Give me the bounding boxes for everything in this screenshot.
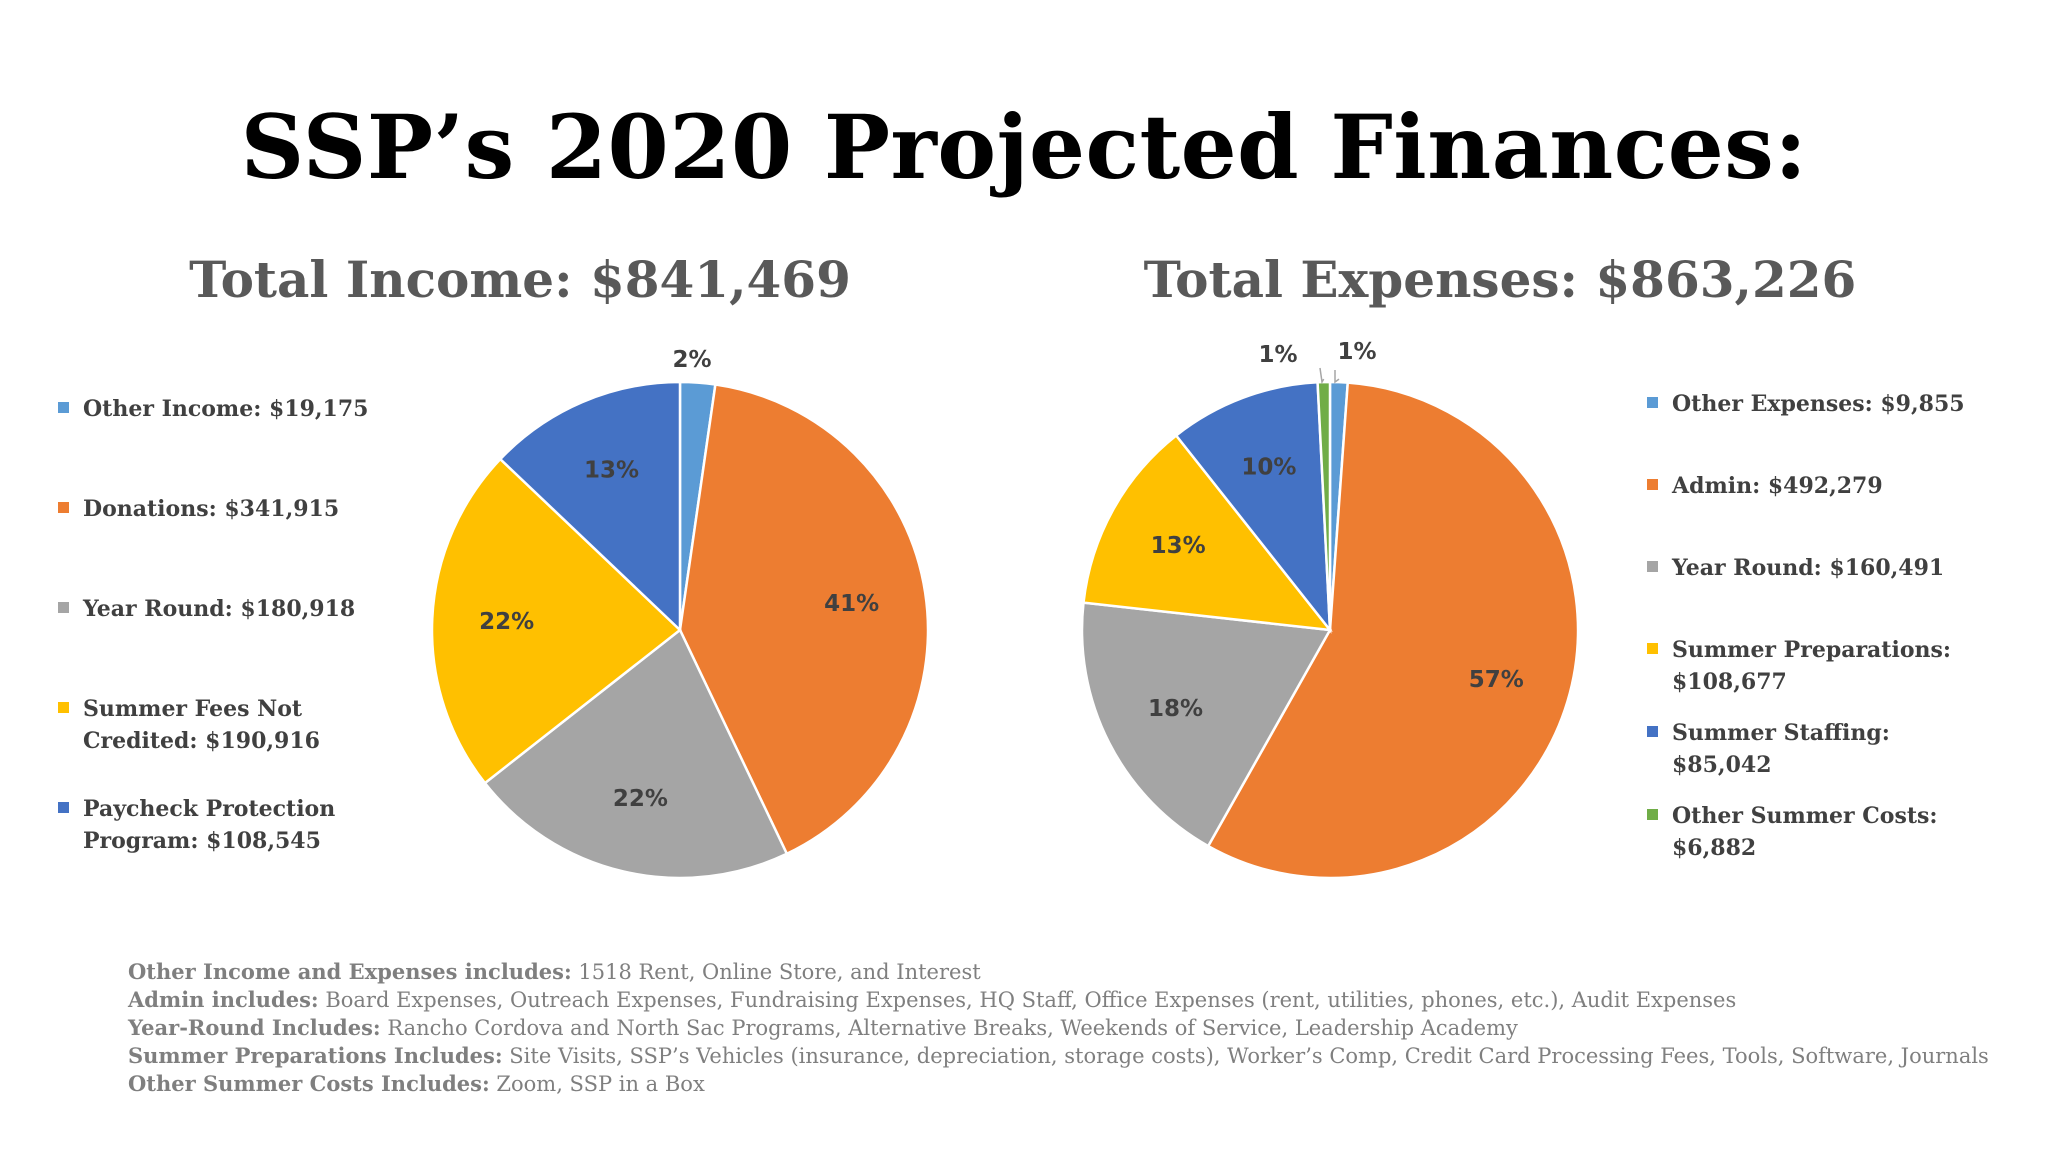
income-chart-title: Total Income: $841,469: [189, 250, 851, 309]
income-legend-item: Summer Fees Not Credited: $190,916: [58, 693, 378, 757]
expense-legend-label: Other Summer Costs: $6,882: [1672, 803, 1938, 861]
expense-leader-line: [1334, 370, 1340, 384]
expense-legend-label: Year Round: $160,491: [1672, 555, 1945, 581]
footnote-text: 1518 Rent, Online Store, and Interest: [571, 960, 981, 984]
income-legend-label: Summer Fees Not Credited: $190,916: [83, 696, 320, 754]
income-slice: [498, 380, 682, 633]
income-legend-swatch: [58, 702, 69, 713]
expense-pct-label: 18%: [1148, 696, 1203, 722]
expense-slice: [1174, 380, 1332, 634]
expense-legend-swatch: [1647, 479, 1658, 490]
footnote-line: Admin includes: Board Expenses, Outreach…: [128, 986, 2008, 1014]
expense-legend-label: Other Expenses: $9,855: [1672, 391, 1965, 417]
expense-legend-item: Year Round: $160,491: [1647, 552, 1967, 584]
income-pct-label: 2%: [672, 347, 711, 373]
footnote-line: Summer Preparations Includes: Site Visit…: [128, 1042, 2008, 1070]
expense-legend-item: Summer Staffing: $85,042: [1647, 717, 1967, 781]
expense-legend-swatch: [1647, 726, 1658, 737]
expense-legend-swatch: [1647, 561, 1658, 572]
footnote-text: Zoom, SSP in a Box: [489, 1072, 705, 1096]
expense-pct-label: 1%: [1258, 342, 1297, 368]
income-legend-item: Donations: $341,915: [58, 493, 378, 525]
expense-pct-label: 10%: [1241, 455, 1296, 481]
expense-legend-swatch: [1647, 397, 1658, 408]
footnote-label: Admin includes:: [128, 987, 319, 1012]
footnote-line: Other Income and Expenses includes: 1518…: [128, 958, 2008, 986]
expense-chart-title: Total Expenses: $863,226: [1143, 250, 1857, 309]
income-pct-label: 22%: [613, 786, 668, 812]
footnote-text: Board Expenses, Outreach Expenses, Fundr…: [318, 988, 1737, 1012]
income-slice: [483, 628, 789, 880]
footnote-line: Year-Round Includes: Rancho Cordova and …: [128, 1014, 2008, 1042]
expense-slice: [1082, 433, 1333, 632]
expense-pct-label: 13%: [1151, 533, 1206, 559]
income-legend-swatch: [58, 402, 69, 413]
expense-pct-label: 1%: [1337, 339, 1376, 365]
income-legend-item: Year Round: $180,918: [58, 593, 378, 625]
expense-legend-item: Other Summer Costs: $6,882: [1647, 800, 1967, 864]
footnote-text: Site Visits, SSP’s Vehicles (insurance, …: [502, 1044, 1989, 1068]
footnote-label: Other Summer Costs Includes:: [128, 1071, 490, 1096]
income-legend-label: Year Round: $180,918: [83, 596, 356, 622]
page-title: SSP’s 2020 Projected Finances:: [240, 95, 1808, 199]
expense-legend-label: Admin: $492,279: [1672, 473, 1883, 499]
income-legend-label: Other Income: $19,175: [83, 396, 369, 422]
income-legend-swatch: [58, 802, 69, 813]
income-legend-item: Paycheck Protection Program: $108,545: [58, 793, 378, 857]
footnote-label: Other Income and Expenses includes:: [128, 959, 572, 984]
income-slice: [678, 383, 930, 856]
income-pct-label: 41%: [824, 591, 879, 617]
income-pct-label: 22%: [479, 609, 534, 635]
expense-legend-label: Summer Staffing: $85,042: [1672, 720, 1890, 778]
expense-legend-item: Other Expenses: $9,855: [1647, 388, 1967, 420]
footnote-label: Summer Preparations Includes:: [128, 1043, 503, 1068]
income-pie-chart: 2% 41% 22% 22% 13%: [430, 347, 930, 880]
income-pct-label: 13%: [584, 457, 639, 483]
income-slice: [430, 457, 682, 785]
expense-legend-swatch: [1647, 643, 1658, 654]
expense-pct-label: 57%: [1469, 667, 1524, 693]
expense-leader-line: [1319, 367, 1325, 385]
income-legend-label: Donations: $341,915: [83, 496, 340, 522]
expense-legend-item: Summer Preparations: $108,677: [1647, 634, 1967, 698]
expense-pie-chart: 1% 57% 18% 13% 10% 1%: [1080, 339, 1580, 880]
expense-slice: [1316, 380, 1332, 631]
expense-legend-swatch: [1647, 809, 1658, 820]
income-legend-swatch: [58, 602, 69, 613]
expense-slice: [1206, 381, 1580, 880]
footnote-label: Year-Round Includes:: [128, 1015, 381, 1040]
footnotes: Other Income and Expenses includes: 1518…: [128, 958, 2008, 1098]
expense-slice: [1080, 601, 1333, 848]
income-legend-swatch: [58, 502, 69, 513]
footnote-text: Rancho Cordova and North Sac Programs, A…: [380, 1016, 1518, 1040]
income-legend-label: Paycheck Protection Program: $108,545: [83, 796, 336, 854]
expense-legend-label: Summer Preparations: $108,677: [1672, 637, 1951, 695]
expense-legend-item: Admin: $492,279: [1647, 470, 1967, 502]
footnote-line: Other Summer Costs Includes: Zoom, SSP i…: [128, 1070, 2008, 1098]
income-legend-item: Other Income: $19,175: [58, 393, 378, 425]
